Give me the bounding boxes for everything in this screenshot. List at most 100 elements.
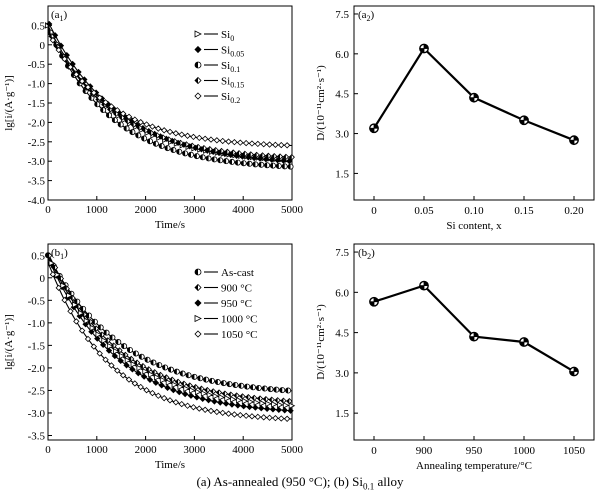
point-fill xyxy=(524,116,529,121)
y-tick-label: -3.5 xyxy=(28,176,46,188)
marker-shape xyxy=(143,121,150,128)
marker-shape xyxy=(137,383,144,391)
marker-fill xyxy=(195,144,199,150)
data-point xyxy=(90,343,98,350)
marker-shape xyxy=(160,394,168,402)
data-point xyxy=(102,99,109,106)
data-point xyxy=(73,71,80,78)
marker-fill xyxy=(195,77,198,84)
marker-shape xyxy=(241,397,249,405)
data-point xyxy=(569,366,579,377)
marker-fill xyxy=(270,163,273,169)
data-point xyxy=(167,366,174,373)
marker-shape xyxy=(217,399,224,406)
marker-fill xyxy=(129,129,133,135)
data-point xyxy=(114,107,121,114)
data-point xyxy=(115,339,122,346)
marker-fill xyxy=(162,364,166,371)
data-point xyxy=(149,389,156,397)
data-point xyxy=(267,386,274,393)
marker-fill xyxy=(263,396,266,402)
plot-frame xyxy=(47,5,293,201)
marker-shape xyxy=(258,405,265,412)
data-point xyxy=(131,116,139,123)
marker-shape xyxy=(199,395,206,402)
point-fill xyxy=(569,371,574,376)
marker-shape xyxy=(172,399,180,406)
marker-fill xyxy=(215,379,218,385)
legend-label-text: 1050 °C xyxy=(221,329,258,341)
data-point xyxy=(419,280,429,291)
data-point xyxy=(61,296,68,304)
marker-shape xyxy=(101,337,108,344)
x-tick-label: 1000 xyxy=(86,204,109,216)
marker-shape xyxy=(194,314,202,323)
marker-fill xyxy=(275,397,278,403)
data-point xyxy=(283,142,291,149)
marker-fill xyxy=(200,154,203,160)
data-point xyxy=(154,374,161,381)
marker-shape xyxy=(242,412,250,419)
data-point xyxy=(199,395,206,402)
marker-fill xyxy=(250,384,253,390)
marker-shape xyxy=(224,395,231,402)
marker-shape xyxy=(200,390,208,397)
data-point xyxy=(129,366,136,373)
data-point xyxy=(109,334,116,341)
marker-shape xyxy=(165,379,173,386)
data-point xyxy=(193,153,200,160)
legend-marker xyxy=(194,314,202,323)
data-point xyxy=(171,381,179,388)
data-point xyxy=(158,382,165,389)
data-point xyxy=(172,399,180,406)
legend-marker xyxy=(194,61,202,69)
marker-fill xyxy=(148,130,152,136)
marker-fill xyxy=(88,95,92,101)
marker-fill xyxy=(121,343,125,349)
point-fill xyxy=(524,337,529,342)
data-point xyxy=(172,130,180,137)
marker-shape xyxy=(234,402,241,409)
marker-fill xyxy=(257,395,261,402)
data-point xyxy=(66,292,73,299)
marker-shape xyxy=(269,406,277,413)
point-fill xyxy=(419,48,424,53)
data-point xyxy=(61,55,68,63)
x-tick-label: 1050 xyxy=(563,445,586,457)
marker-shape xyxy=(278,141,285,149)
y-tick-label: 6.0 xyxy=(335,49,349,61)
marker-shape xyxy=(166,397,174,404)
marker-shape xyxy=(278,415,285,422)
point-fill xyxy=(474,332,479,337)
marker-shape xyxy=(130,361,138,368)
data-point xyxy=(201,406,209,413)
x-axis-label: Si content, x xyxy=(446,220,502,232)
legend-marker xyxy=(194,92,202,100)
marker-fill xyxy=(264,162,268,168)
caption-subscript: 0.1 xyxy=(363,481,375,492)
data-point xyxy=(193,394,201,401)
data-point xyxy=(264,162,271,169)
data-point xyxy=(162,364,169,371)
data-point xyxy=(241,150,249,157)
data-point xyxy=(214,379,221,386)
marker-shape xyxy=(207,136,215,143)
y-tick-label: 0.5 xyxy=(31,20,45,32)
panel-label-subscript: 2 xyxy=(367,14,371,23)
marker-fill xyxy=(169,377,173,383)
data-point xyxy=(219,137,226,145)
data-point xyxy=(212,146,219,154)
data-point xyxy=(125,113,133,120)
data-point xyxy=(152,140,159,147)
marker-shape xyxy=(140,373,148,380)
data-point xyxy=(131,380,139,387)
data-point xyxy=(248,140,256,147)
marker-fill xyxy=(228,392,231,398)
data-point xyxy=(174,378,182,385)
y-tick-label: -3.5 xyxy=(28,430,46,442)
x-tick-label: 0.10 xyxy=(464,205,484,217)
marker-fill xyxy=(147,138,150,144)
data-point xyxy=(191,373,198,380)
x-tick-label: 0.15 xyxy=(514,205,534,217)
data-point xyxy=(150,359,157,366)
